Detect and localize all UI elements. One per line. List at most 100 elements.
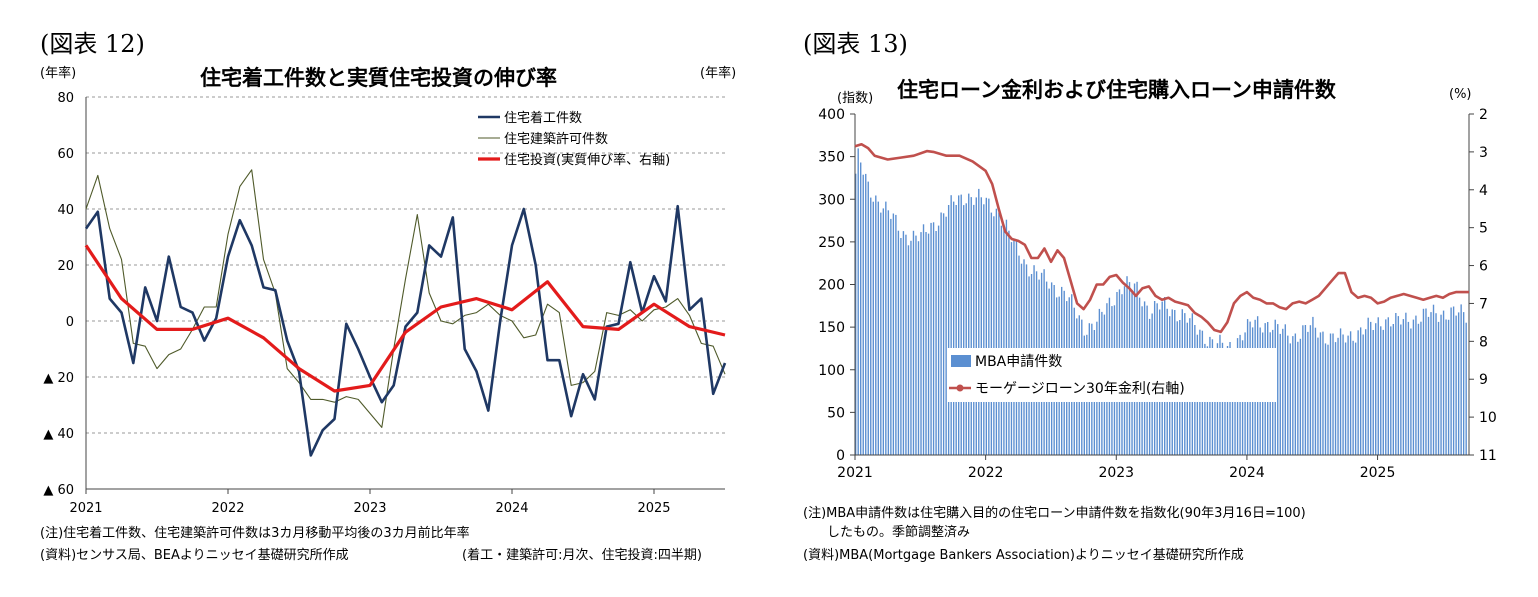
bar [1342, 334, 1344, 455]
bar [965, 203, 967, 455]
bar [1405, 312, 1407, 455]
y-tick-label: ▲ 60 [43, 483, 74, 498]
bar [1415, 315, 1417, 455]
bar [867, 181, 869, 455]
bar [1372, 330, 1374, 455]
x-tick-label: 2021 [837, 465, 873, 481]
bar [1370, 321, 1372, 455]
bar [1397, 316, 1400, 455]
bar [1297, 341, 1299, 455]
bar [925, 232, 927, 455]
bar [1377, 317, 1379, 455]
bar [875, 195, 877, 455]
left-chart: 80 60 40 20 0 ▲ 20 ▲ 40 ▲ 60 2021 2022 2023 2024 202… [43, 91, 727, 516]
bar [968, 193, 970, 455]
right-y-tick-label: 5 [1479, 221, 1488, 237]
bar [855, 173, 857, 455]
bar [1282, 328, 1284, 455]
right-y-tick-label: 3 [1479, 145, 1488, 161]
bar [1302, 325, 1304, 455]
bar [1432, 304, 1435, 455]
bar [1307, 331, 1309, 455]
bar [907, 245, 910, 455]
bar [1289, 343, 1291, 455]
bar [1304, 325, 1307, 455]
series-line [84, 244, 726, 393]
right-y-tick-label: 6 [1479, 259, 1488, 275]
bar [922, 224, 925, 455]
bar [1292, 336, 1294, 455]
bar [990, 212, 993, 455]
bar [1417, 323, 1420, 455]
bar [1329, 333, 1332, 455]
bar [880, 212, 882, 455]
bar [862, 174, 864, 455]
left-note-1: (注)住宅着工件数、住宅建築許可件数は3カ月移動平均後の3カ月前比年率 [40, 526, 470, 541]
legend-label-bar: MBA申請件数 [975, 354, 1062, 370]
bar [1380, 326, 1382, 455]
bar [857, 148, 859, 455]
bar [1317, 337, 1319, 455]
bar [1299, 338, 1302, 455]
bar [1375, 323, 1377, 455]
y-tick-label: 60 [57, 147, 74, 162]
figure-13-label: (図表 13) [803, 30, 908, 58]
y-tick-label: 40 [57, 203, 74, 218]
legend-label: 住宅建築許可件数 [504, 132, 608, 147]
bar [892, 213, 895, 455]
x-tick-label: 2024 [1229, 465, 1265, 481]
bar [940, 212, 942, 455]
x-tick-label: 2022 [968, 465, 1004, 481]
bar [960, 194, 962, 455]
x-tick-label: 2022 [211, 501, 244, 516]
bar [915, 235, 917, 455]
bar [1334, 342, 1337, 455]
legend-label: 住宅投資(実質伸び率、右軸) [504, 152, 670, 168]
legend-box [947, 348, 1277, 402]
bar [952, 201, 955, 455]
bar [1447, 319, 1450, 455]
bar [1312, 316, 1314, 455]
bar [902, 231, 905, 455]
series-line [84, 204, 727, 457]
bar [910, 240, 912, 455]
bar [1402, 319, 1405, 455]
left-y-tick-label: 50 [827, 405, 845, 421]
left-y-tick-label: 200 [818, 278, 845, 294]
bar [1400, 324, 1402, 455]
bar [988, 198, 990, 455]
bar [1003, 224, 1005, 455]
bar [1450, 307, 1452, 455]
left-y-tick-label: 400 [818, 107, 845, 123]
bar [958, 195, 960, 455]
bar [1314, 327, 1317, 455]
left-note-3: (着工・建築許可:月次、住宅投資:四半期) [462, 548, 702, 563]
bar [887, 210, 890, 455]
bar [1015, 239, 1018, 455]
figure-12-label: (図表 12) [40, 30, 145, 58]
legend-marker [956, 384, 964, 392]
right-y-tick-label: 2 [1479, 107, 1488, 123]
figure-13-panel: (図表 13) (指数) (%) 住宅ローン金利および住宅購入ローン申請件数 0… [769, 0, 1538, 597]
bar [980, 197, 982, 456]
bar [1349, 331, 1352, 455]
bar [985, 197, 988, 456]
bar [1294, 333, 1297, 455]
bar [1362, 334, 1364, 455]
bar [895, 214, 897, 455]
bar [1337, 337, 1339, 455]
bar [1287, 335, 1289, 455]
bar [860, 162, 862, 455]
y-tick-label: 0 [66, 315, 74, 330]
right-note-1: (注)MBA申請件数は住宅購入目的の住宅ローン申請件数を指数化(90年3月16日… [803, 506, 1306, 521]
bar [882, 208, 885, 455]
bar [1327, 344, 1329, 455]
bar [1224, 351, 1226, 455]
bar [1412, 319, 1415, 455]
bar [995, 208, 998, 455]
bar [865, 173, 867, 455]
bar [1284, 324, 1286, 455]
bar [1005, 219, 1008, 455]
bar [1364, 329, 1367, 455]
bar [872, 201, 874, 455]
